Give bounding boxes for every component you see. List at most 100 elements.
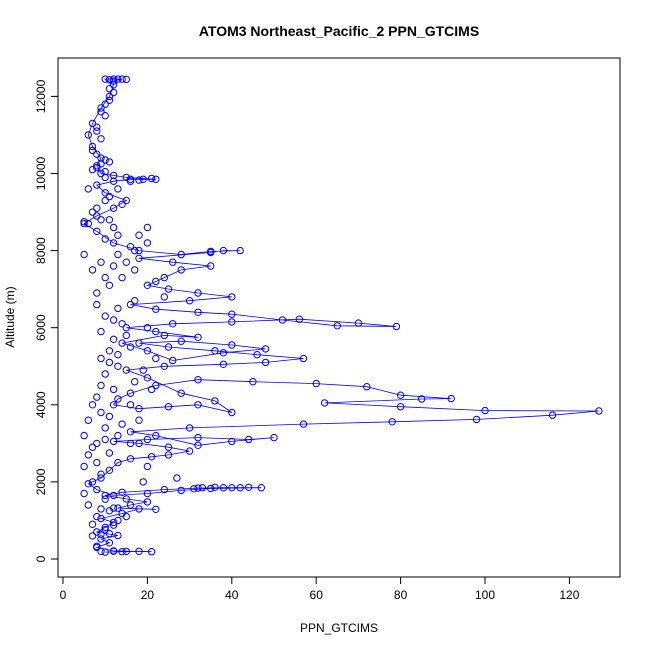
data-point <box>101 196 109 205</box>
data-point <box>126 389 135 397</box>
data-point <box>93 300 101 309</box>
data-point <box>160 293 169 301</box>
data-point <box>101 112 109 120</box>
data-point <box>88 165 97 174</box>
data-point <box>396 403 405 411</box>
data-point <box>278 316 287 324</box>
data-point <box>88 520 97 528</box>
data-point <box>169 356 177 365</box>
data-point <box>118 200 126 209</box>
data-point <box>228 484 236 492</box>
data-point <box>219 484 228 492</box>
data-point <box>97 408 105 417</box>
data-point <box>101 173 109 182</box>
data-point <box>219 360 228 368</box>
data-point <box>80 489 88 498</box>
data-point <box>160 273 169 282</box>
x-tick-label: 120 <box>559 588 579 602</box>
series-line <box>83 78 599 553</box>
data-point <box>143 324 152 332</box>
data-point <box>177 250 185 259</box>
data-point <box>363 383 371 391</box>
data-point <box>211 483 219 491</box>
data-point <box>109 521 118 529</box>
data-point <box>101 370 109 378</box>
data-point <box>84 185 93 193</box>
x-tick-label: 80 <box>394 588 408 602</box>
data-point <box>93 289 101 297</box>
data-point <box>93 164 101 172</box>
data-point <box>88 208 97 216</box>
data-point <box>152 505 160 513</box>
y-tick-label: 6000 <box>34 314 48 341</box>
data-point <box>126 300 135 309</box>
data-point <box>101 100 109 108</box>
data-point <box>118 548 126 556</box>
data-point <box>101 167 109 176</box>
data-point <box>169 258 177 266</box>
data-point <box>135 246 143 255</box>
data-point <box>114 185 122 193</box>
data-point <box>228 310 236 318</box>
data-point <box>236 246 244 255</box>
data-point <box>109 204 118 212</box>
data-point <box>418 395 426 403</box>
data-point <box>211 347 219 355</box>
data-point <box>93 162 101 170</box>
data-point <box>97 169 105 178</box>
y-tick-label: 4000 <box>34 391 48 418</box>
data-point <box>101 435 109 444</box>
data-point <box>333 322 341 330</box>
data-point <box>194 308 202 316</box>
data-point <box>80 462 88 471</box>
data-point <box>88 146 97 155</box>
data-point <box>143 462 152 471</box>
data-point <box>114 75 122 83</box>
data-point <box>97 514 105 523</box>
data-point <box>447 394 455 403</box>
data-point <box>131 246 139 255</box>
data-point <box>97 470 105 478</box>
data-point <box>207 247 215 256</box>
data-point <box>105 358 114 367</box>
x-tick-label: 100 <box>475 588 495 602</box>
y-tick-label: 12000 <box>34 79 48 113</box>
data-point <box>97 505 105 513</box>
data-point <box>228 408 236 417</box>
data-point <box>131 297 139 305</box>
data-point <box>122 512 131 521</box>
data-point <box>143 489 152 498</box>
data-point <box>354 319 363 327</box>
data-point <box>105 539 114 547</box>
data-point <box>135 505 143 513</box>
data-point <box>152 277 160 286</box>
data-point <box>595 407 603 415</box>
data-point <box>118 339 126 347</box>
data-point <box>88 532 97 540</box>
data-point <box>299 420 308 428</box>
data-point <box>194 441 202 449</box>
data-point <box>312 379 320 388</box>
data-point <box>177 266 185 274</box>
data-point <box>101 156 109 164</box>
data-point <box>152 175 160 184</box>
data-point <box>88 266 97 274</box>
data-point <box>97 216 105 224</box>
data-point <box>228 318 236 326</box>
data-point <box>295 315 303 323</box>
data-point <box>139 478 147 486</box>
data-point <box>97 474 105 482</box>
data-point <box>80 250 88 259</box>
data-point <box>118 420 126 428</box>
data-point <box>135 405 143 413</box>
chart-title: ATOM3 Northeast_Pacific_2 PPN_GTCIMS <box>199 23 479 39</box>
data-point <box>164 343 173 351</box>
data-point <box>109 491 118 500</box>
data-point <box>126 343 135 351</box>
data-point <box>97 135 105 143</box>
data-point <box>245 435 253 444</box>
data-point <box>93 542 101 550</box>
data-point <box>93 393 101 401</box>
data-point <box>126 501 135 509</box>
